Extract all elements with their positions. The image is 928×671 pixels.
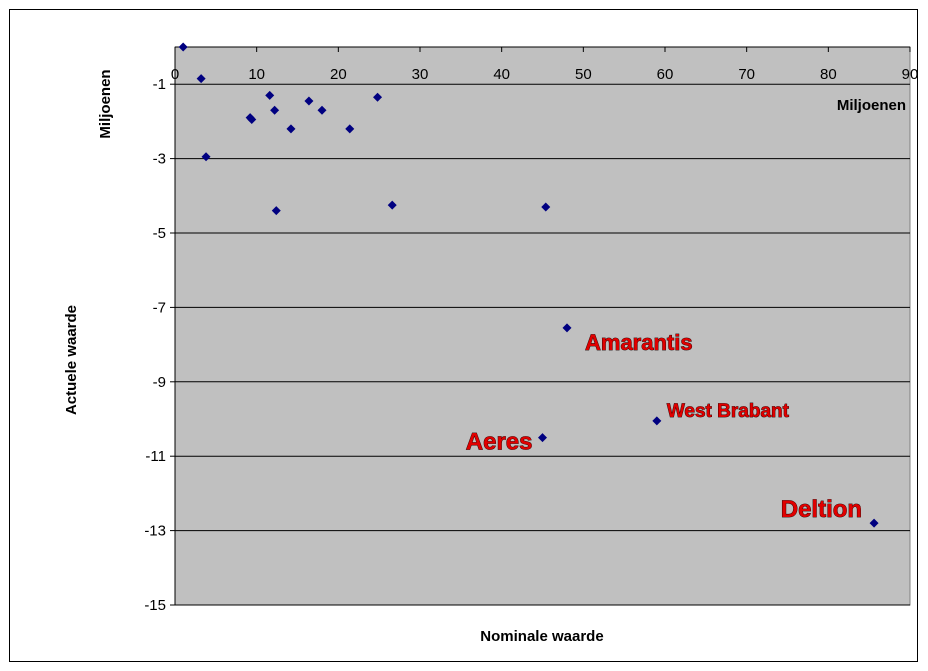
x-tick-label: 0 bbox=[171, 66, 179, 83]
x-tick-label: 90 bbox=[902, 66, 919, 83]
data-point bbox=[652, 416, 662, 426]
data-point bbox=[373, 92, 383, 102]
point-annotation: West Brabant bbox=[667, 401, 790, 422]
x-axis-title: Nominale waarde bbox=[480, 628, 603, 645]
data-point bbox=[538, 433, 547, 443]
y-tick-label: -9 bbox=[153, 374, 166, 391]
x-tick-label: 20 bbox=[330, 66, 347, 83]
data-point bbox=[541, 202, 551, 212]
y-unit-label: Miljoenen bbox=[97, 69, 114, 138]
x-tick-label: 10 bbox=[248, 66, 265, 83]
x-tick-label: 60 bbox=[657, 66, 674, 83]
plot-area bbox=[174, 46, 911, 606]
x-tick-label: 50 bbox=[575, 66, 592, 83]
data-point bbox=[271, 206, 281, 216]
data-point bbox=[317, 105, 327, 115]
y-tick-label: -13 bbox=[144, 523, 166, 540]
y-tick-label: -11 bbox=[145, 448, 166, 465]
data-point bbox=[869, 518, 879, 528]
y-tick-label: -1 bbox=[153, 76, 166, 93]
point-annotation: Deltion bbox=[781, 496, 862, 523]
data-point bbox=[286, 124, 296, 134]
data-point bbox=[562, 323, 572, 333]
points-group bbox=[178, 42, 879, 528]
y-tick-label: -15 bbox=[144, 597, 166, 614]
data-point bbox=[304, 96, 314, 106]
data-point bbox=[196, 74, 206, 84]
y-tick-label: -7 bbox=[153, 299, 166, 316]
x-tick-label: 70 bbox=[738, 66, 755, 83]
annotations-group: Amarantis Aeres West Brabant Deltion bbox=[465, 329, 862, 523]
y-tick-label: -3 bbox=[153, 151, 166, 168]
plot-area-group bbox=[174, 46, 911, 606]
point-annotation: Amarantis bbox=[585, 330, 693, 355]
data-point bbox=[178, 42, 188, 52]
x-unit-label: Miljoenen bbox=[837, 97, 906, 114]
x-tick-label: 40 bbox=[493, 66, 510, 83]
data-point bbox=[247, 115, 257, 125]
y-tick-label: -5 bbox=[153, 225, 166, 242]
x-tick-label: 80 bbox=[820, 66, 837, 83]
point-annotation: Aeres bbox=[466, 429, 533, 456]
data-point bbox=[345, 124, 355, 134]
x-tick-label: 30 bbox=[412, 66, 429, 83]
y-axis-title: Actuele waarde bbox=[63, 305, 80, 415]
ticks-group: -1 -3 -5 -7 -9 -11 -13 -15 0 10 20 30 40 50 60 70 80 90 bbox=[144, 46, 919, 614]
data-point bbox=[270, 105, 280, 115]
data-point bbox=[387, 200, 397, 210]
data-point bbox=[265, 90, 275, 100]
data-point bbox=[201, 152, 211, 162]
